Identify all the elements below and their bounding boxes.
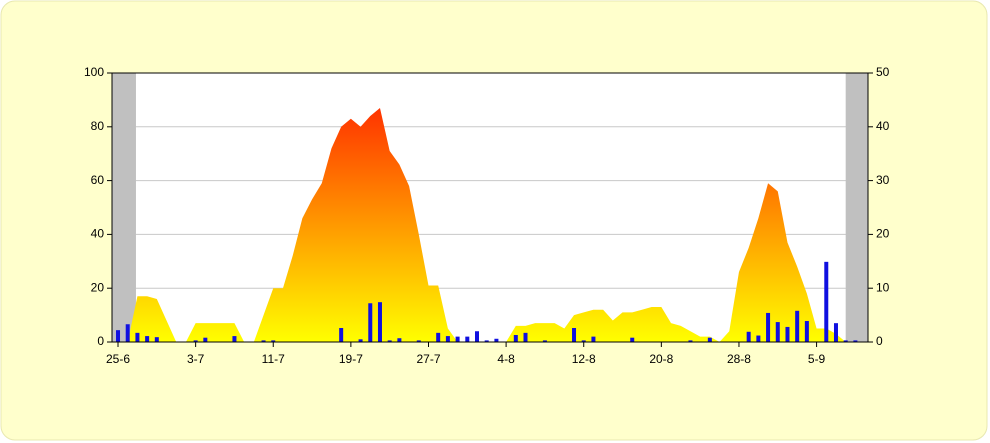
- bar: [843, 340, 848, 342]
- bar: [581, 340, 586, 342]
- bar: [436, 332, 441, 342]
- bar: [824, 261, 829, 342]
- x-tick-label: 5-9: [808, 352, 826, 366]
- area: [118, 107, 856, 342]
- y2-tick-label: 10: [876, 280, 890, 294]
- x-tick-label: 20-8: [649, 352, 673, 366]
- bar: [833, 323, 838, 342]
- bar: [494, 338, 499, 342]
- bar: [465, 336, 470, 342]
- bar: [416, 340, 421, 342]
- bar: [707, 337, 712, 342]
- bar: [766, 312, 771, 342]
- bar: [513, 335, 518, 342]
- bar: [116, 330, 121, 342]
- bar: [484, 340, 489, 342]
- bar: [358, 339, 363, 342]
- x-tick-label: 25-6: [106, 352, 130, 366]
- y2-tick-label: 50: [876, 65, 890, 79]
- bar: [445, 336, 450, 342]
- x-tick-label: 12-8: [572, 352, 596, 366]
- y2-tick-label: 0: [876, 334, 883, 348]
- bar: [154, 337, 159, 342]
- bar: [232, 336, 237, 342]
- bar: [271, 340, 276, 342]
- bar: [455, 336, 460, 342]
- bar: [203, 337, 208, 342]
- x-tick-label: 19-7: [339, 352, 363, 366]
- bar: [688, 340, 693, 342]
- x-tick-label: 11-7: [262, 352, 285, 366]
- bar: [193, 340, 198, 342]
- shaded-range: [112, 73, 136, 342]
- bar: [795, 310, 800, 342]
- bar: [339, 328, 344, 342]
- y2-tick-label: 30: [876, 173, 890, 187]
- y-tick-label: 40: [91, 227, 105, 241]
- y-tick-label: 80: [91, 119, 105, 133]
- x-tick-label: 27-7: [416, 352, 440, 366]
- bar: [523, 332, 528, 342]
- x-tick-label: 4-8: [497, 352, 515, 366]
- bar: [368, 303, 373, 342]
- y2-tick-label: 20: [876, 227, 890, 241]
- bar: [591, 336, 596, 342]
- y-tick-label: 0: [97, 334, 104, 348]
- x-tick-label: 28-8: [727, 352, 751, 366]
- y2-tick-label: 40: [876, 119, 890, 133]
- bar: [785, 326, 790, 342]
- bar: [135, 332, 140, 342]
- x-tick-label: 3-7: [187, 352, 205, 366]
- bar: [804, 321, 809, 342]
- bar: [125, 324, 130, 342]
- bar: [853, 340, 858, 342]
- bar: [756, 335, 761, 342]
- bar: [397, 338, 402, 342]
- bar: [630, 337, 635, 342]
- bar: [261, 340, 266, 342]
- shaded-range: [845, 73, 868, 342]
- y-tick-label: 60: [91, 173, 105, 187]
- bar: [145, 336, 150, 342]
- y-tick-label: 20: [91, 280, 105, 294]
- y-tick-label: 100: [84, 65, 104, 79]
- bar: [474, 331, 479, 342]
- bar: [387, 340, 392, 342]
- bar: [746, 331, 751, 342]
- bar: [377, 302, 382, 342]
- bar: [775, 322, 780, 342]
- bar: [542, 340, 547, 342]
- bar: [572, 328, 577, 342]
